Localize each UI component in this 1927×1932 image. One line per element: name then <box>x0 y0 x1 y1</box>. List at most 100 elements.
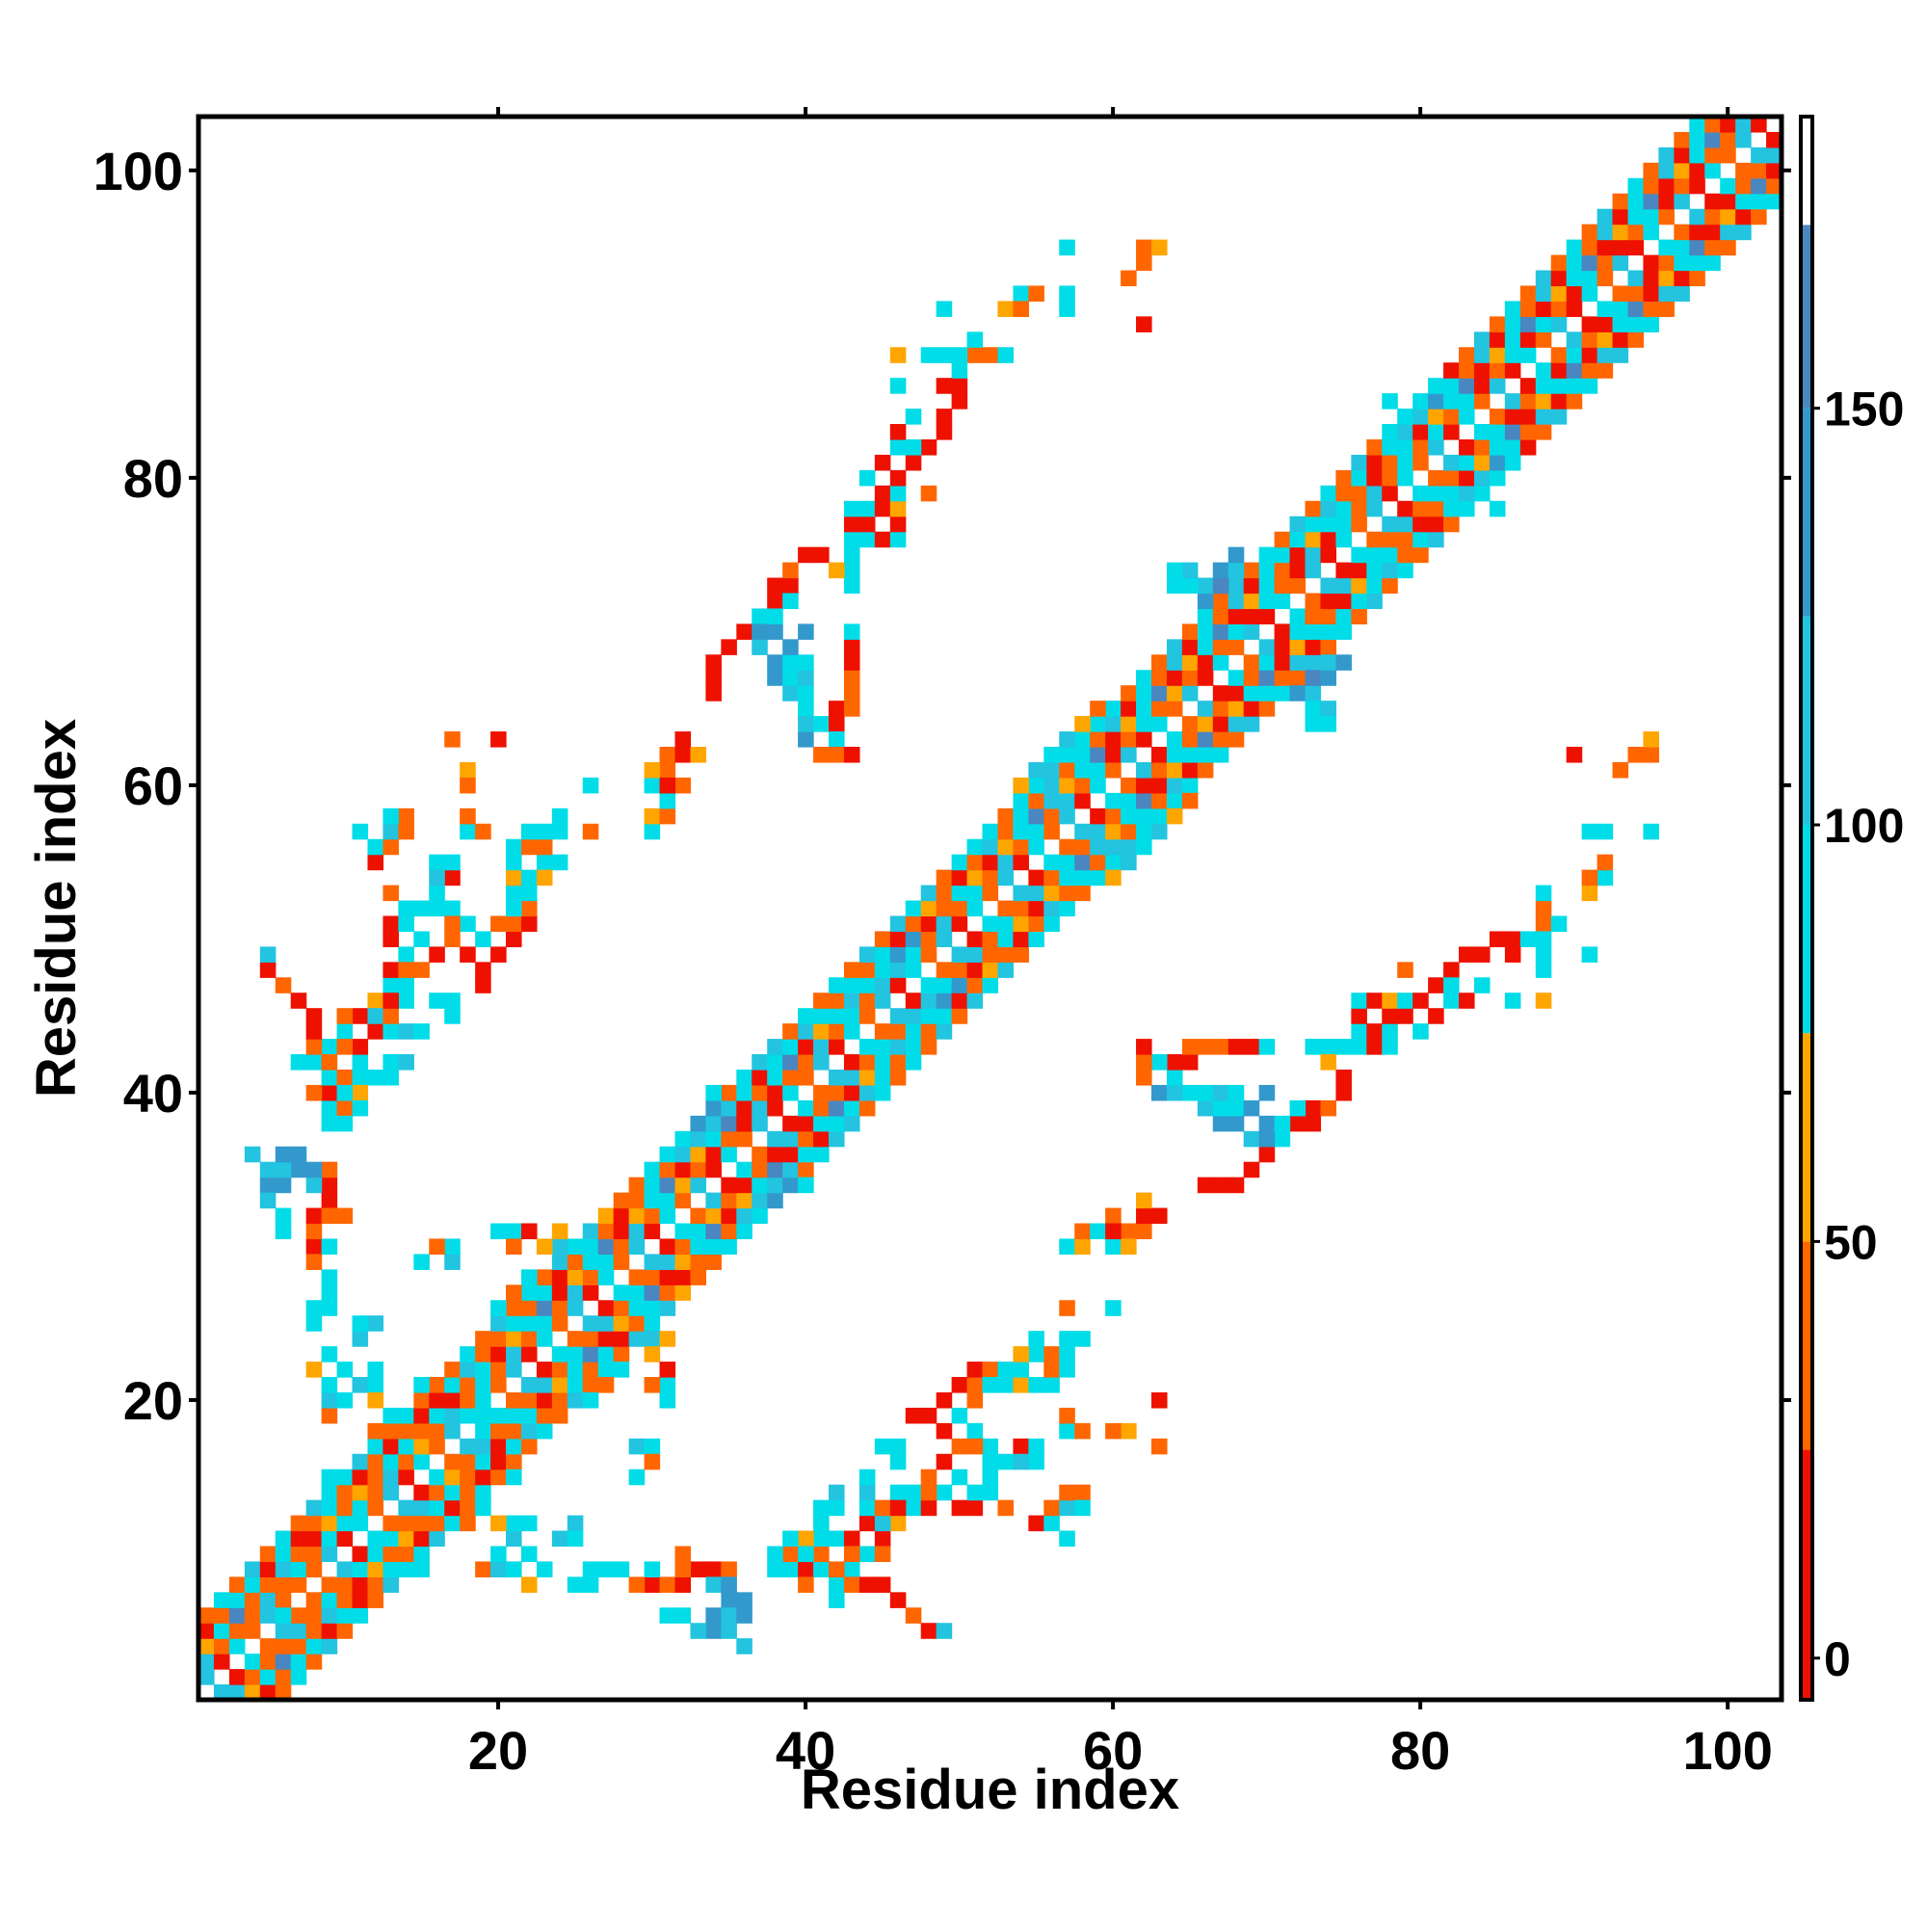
heatmap-cell <box>1289 685 1307 701</box>
heatmap-cell <box>1150 747 1168 763</box>
heatmap-cell <box>1121 823 1137 840</box>
heatmap-cell <box>1227 1177 1245 1194</box>
heatmap-cell <box>966 869 984 887</box>
heatmap-cell <box>1243 685 1260 701</box>
heatmap-cell <box>321 1207 338 1225</box>
heatmap-cell <box>551 854 568 871</box>
heatmap-cell <box>1581 869 1598 887</box>
heatmap-cell <box>1643 254 1659 272</box>
heatmap-cell <box>628 1315 646 1332</box>
heatmap-cell <box>889 1008 907 1024</box>
heatmap-cell <box>1627 285 1645 303</box>
heatmap-cell <box>213 1654 230 1670</box>
heatmap-cell <box>1028 761 1044 779</box>
heatmap-cell <box>398 946 414 963</box>
heatmap-cell <box>1581 362 1598 379</box>
heatmap-cell <box>905 1008 922 1024</box>
heatmap-cell <box>874 1576 891 1593</box>
heatmap-cell <box>1597 362 1614 379</box>
heatmap-cell <box>444 1391 461 1409</box>
heatmap-cell <box>736 1607 752 1624</box>
heatmap-cell <box>413 1499 430 1517</box>
heatmap-cell <box>352 1546 369 1563</box>
heatmap-cell <box>460 1515 476 1532</box>
heatmap-cell <box>413 1515 430 1532</box>
heatmap-cell <box>460 915 476 933</box>
heatmap-cell <box>1335 577 1352 595</box>
heatmap-cell <box>536 1377 553 1393</box>
heatmap-cell <box>1335 516 1352 533</box>
heatmap-cell <box>1181 1084 1199 1101</box>
heatmap-cell <box>597 1238 615 1256</box>
heatmap-cell <box>398 1438 414 1455</box>
heatmap-cell <box>1489 331 1506 348</box>
heatmap-cell <box>920 438 937 456</box>
heatmap-cell <box>690 1161 706 1178</box>
heatmap-cell <box>644 1177 661 1194</box>
heatmap-cell <box>1643 193 1659 210</box>
heatmap-cell <box>705 1130 722 1148</box>
heatmap-cell <box>475 1422 491 1440</box>
heatmap-cell <box>1674 285 1690 303</box>
heatmap-cell <box>290 1669 307 1685</box>
heatmap-cell <box>1382 438 1398 456</box>
heatmap-cell <box>1028 1453 1044 1470</box>
heatmap-cell <box>597 1300 615 1316</box>
heatmap-cell <box>1197 1177 1214 1194</box>
heatmap-cell <box>290 1515 307 1532</box>
heatmap-cell <box>674 1192 692 1209</box>
heatmap-cell <box>1028 915 1044 933</box>
heatmap-cell <box>383 1484 399 1501</box>
heatmap-cell <box>1397 562 1413 579</box>
y-tick-label: 100 <box>93 141 183 201</box>
heatmap-cell <box>352 1453 369 1470</box>
heatmap-cell <box>1197 1039 1214 1055</box>
heatmap-cell <box>858 1469 876 1486</box>
colorbar-frame <box>1799 115 1814 1702</box>
heatmap-cell <box>752 623 768 640</box>
heatmap-cell <box>628 1269 646 1285</box>
heatmap-cell <box>1720 117 1736 133</box>
heatmap-cell <box>1181 623 1199 640</box>
heatmap-cell <box>920 347 937 363</box>
heatmap-cell <box>475 931 491 947</box>
heatmap-cell <box>1013 885 1029 902</box>
heatmap-cell <box>1550 254 1568 272</box>
heatmap-cell <box>1504 393 1521 410</box>
heatmap-cell <box>336 1484 354 1501</box>
heatmap-cell <box>690 1177 706 1194</box>
heatmap-cell <box>244 1592 261 1608</box>
heatmap-cell <box>305 1499 323 1517</box>
heatmap-cell <box>1166 807 1183 825</box>
heatmap-cell <box>444 1008 461 1024</box>
y-tick-label: 40 <box>123 1063 183 1124</box>
heatmap-cell <box>383 977 399 993</box>
heatmap-cell <box>644 807 661 825</box>
heatmap-cell <box>305 1561 323 1577</box>
heatmap-cell <box>1212 562 1229 579</box>
heatmap-cell <box>1059 885 1075 902</box>
heatmap-cell <box>767 1177 783 1194</box>
heatmap-cell <box>228 1576 246 1593</box>
heatmap-cell <box>352 1315 369 1332</box>
heatmap-cell <box>798 1039 814 1055</box>
heatmap-cell <box>1351 500 1367 517</box>
heatmap-cell <box>798 1130 814 1148</box>
heatmap-cell <box>659 1391 676 1409</box>
heatmap-cell <box>674 747 692 763</box>
heatmap-cell <box>705 1192 722 1209</box>
heatmap-cell <box>597 1377 615 1393</box>
heatmap-cell <box>1320 500 1337 517</box>
heatmap-cell <box>798 670 814 686</box>
heatmap-cell <box>1320 516 1337 533</box>
heatmap-cell <box>1150 1438 1168 1455</box>
heatmap-cell <box>889 1592 907 1608</box>
heatmap-cell <box>1059 1407 1075 1424</box>
heatmap-cell <box>782 670 799 686</box>
heatmap-cell <box>1335 485 1352 502</box>
heatmap-cell <box>1397 531 1413 548</box>
heatmap-cell <box>659 1269 676 1285</box>
heatmap-cell <box>936 1422 953 1440</box>
heatmap-cell <box>582 1315 599 1332</box>
